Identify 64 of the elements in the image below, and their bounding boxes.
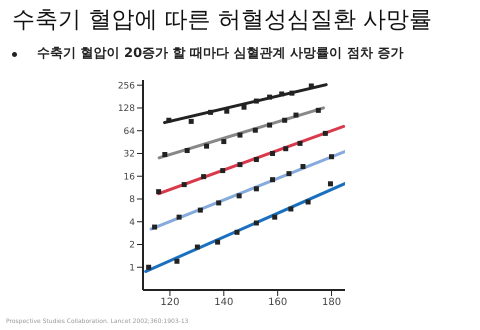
point bbox=[306, 199, 311, 204]
chart-title: 수축기 혈압에 따른 허혈성심질환 사망률 bbox=[12, 6, 432, 35]
point bbox=[254, 98, 259, 104]
point bbox=[174, 258, 180, 264]
y-tick-label: 128 bbox=[118, 104, 136, 114]
point bbox=[208, 110, 214, 115]
y-tick-label: 8 bbox=[129, 195, 136, 206]
point bbox=[224, 108, 230, 114]
point bbox=[198, 208, 203, 213]
point bbox=[237, 162, 242, 168]
point bbox=[300, 164, 306, 170]
point bbox=[152, 224, 158, 230]
point bbox=[329, 154, 334, 160]
point bbox=[328, 181, 333, 186]
point bbox=[201, 174, 206, 180]
point bbox=[293, 112, 298, 118]
point bbox=[146, 264, 152, 270]
point bbox=[236, 193, 242, 198]
point bbox=[184, 148, 190, 154]
y-tick-label: 256 bbox=[118, 81, 136, 92]
point bbox=[254, 220, 259, 226]
y-tick-label: 2 bbox=[129, 240, 135, 251]
point bbox=[289, 90, 294, 96]
y-tick-label: 64 bbox=[124, 126, 136, 137]
point bbox=[254, 186, 259, 192]
y-tick-label: 16 bbox=[124, 172, 136, 182]
y-tick-label: 1 bbox=[129, 263, 135, 274]
point bbox=[237, 132, 242, 138]
x-tick-label: 140 bbox=[214, 297, 234, 308]
point bbox=[221, 139, 226, 144]
point bbox=[279, 91, 284, 96]
point bbox=[298, 140, 303, 146]
point bbox=[272, 214, 278, 220]
point bbox=[254, 157, 259, 162]
point bbox=[215, 240, 220, 245]
point bbox=[204, 144, 210, 149]
x-tick-label: 180 bbox=[322, 297, 342, 308]
y-tick-label: 4 bbox=[129, 218, 136, 228]
y-tick-label: 32 bbox=[124, 150, 135, 160]
point bbox=[267, 122, 272, 128]
point bbox=[188, 118, 194, 124]
point bbox=[252, 128, 258, 133]
point bbox=[156, 189, 162, 194]
point bbox=[194, 244, 200, 250]
point bbox=[286, 171, 292, 176]
point bbox=[162, 152, 168, 158]
point bbox=[267, 94, 272, 100]
chart-subtitle: 수축기 혈압이 20증가 할 때마다 심혈관계 사망률이 점차 증가 bbox=[37, 45, 404, 62]
point bbox=[270, 177, 276, 182]
point bbox=[242, 104, 246, 110]
point bbox=[166, 118, 172, 123]
point bbox=[283, 146, 288, 152]
point bbox=[234, 230, 240, 235]
point bbox=[322, 130, 328, 136]
point bbox=[282, 118, 288, 123]
point bbox=[182, 182, 187, 188]
point bbox=[220, 168, 226, 174]
point bbox=[288, 206, 294, 212]
point bbox=[176, 214, 182, 220]
point bbox=[270, 150, 276, 156]
point bbox=[216, 200, 222, 206]
x-tick-label: 120 bbox=[160, 297, 180, 308]
x-tick-label: 160 bbox=[268, 297, 288, 308]
point bbox=[316, 108, 321, 113]
